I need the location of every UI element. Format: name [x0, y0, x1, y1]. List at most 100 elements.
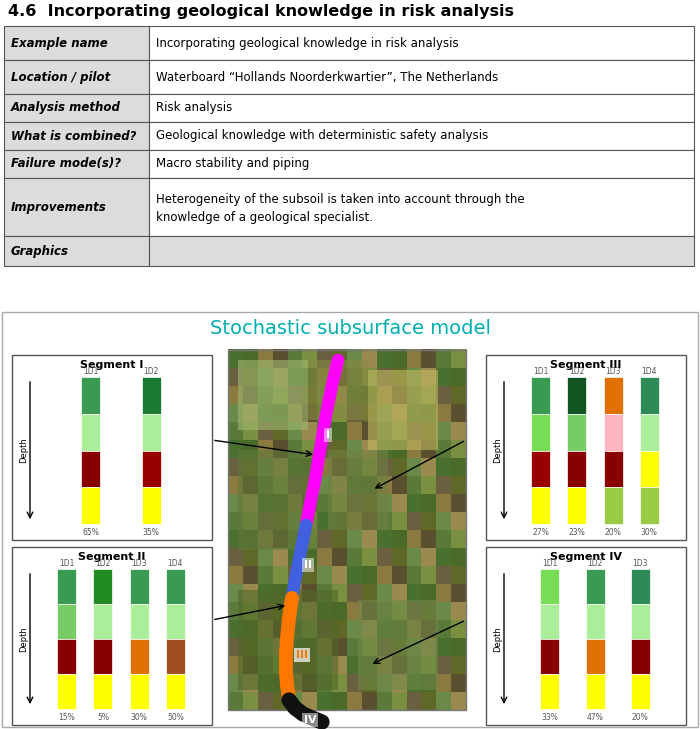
Bar: [130, 569, 148, 604]
Bar: [93, 569, 113, 604]
Text: Segment IV: Segment IV: [550, 552, 622, 562]
Bar: [631, 604, 650, 639]
Bar: [391, 547, 407, 566]
Bar: [421, 421, 438, 440]
Bar: [407, 655, 422, 674]
Bar: [57, 674, 76, 709]
Bar: [421, 619, 438, 638]
Bar: [603, 451, 622, 487]
Text: 1D3: 1D3: [132, 559, 147, 568]
Bar: [243, 583, 259, 602]
Bar: [421, 493, 438, 512]
Text: Stochastic subsurface model: Stochastic subsurface model: [209, 319, 491, 338]
Bar: [421, 691, 438, 710]
Text: 15%: 15%: [58, 713, 75, 722]
Bar: [362, 601, 378, 620]
Bar: [302, 691, 318, 710]
Bar: [347, 529, 363, 548]
Bar: [272, 493, 288, 512]
Bar: [347, 439, 363, 458]
Bar: [228, 475, 244, 494]
Bar: [317, 457, 333, 476]
Text: 20%: 20%: [632, 713, 649, 722]
Bar: [436, 565, 452, 584]
Bar: [93, 639, 113, 674]
Bar: [243, 619, 259, 638]
Bar: [302, 673, 318, 692]
Bar: [421, 385, 438, 404]
Bar: [421, 583, 438, 602]
Bar: [243, 565, 259, 584]
Bar: [130, 674, 148, 709]
Bar: [451, 457, 467, 476]
Bar: [228, 637, 244, 656]
Bar: [451, 583, 467, 602]
Text: Macro stability and piping: Macro stability and piping: [156, 157, 309, 171]
Bar: [332, 673, 348, 692]
Text: 23%: 23%: [568, 528, 585, 537]
Bar: [149, 122, 694, 150]
Bar: [308, 360, 368, 420]
Bar: [317, 421, 333, 440]
Bar: [332, 421, 348, 440]
Text: III: III: [296, 650, 308, 660]
Bar: [258, 457, 274, 476]
Bar: [362, 385, 378, 404]
Bar: [166, 639, 185, 674]
Bar: [166, 569, 185, 604]
Bar: [317, 475, 333, 494]
Bar: [243, 673, 259, 692]
Bar: [166, 674, 185, 709]
Bar: [258, 403, 274, 422]
Bar: [377, 547, 393, 566]
Bar: [243, 457, 259, 476]
Bar: [421, 475, 438, 494]
Bar: [603, 414, 622, 451]
Bar: [451, 529, 467, 548]
Bar: [272, 385, 288, 404]
Bar: [436, 403, 452, 422]
Bar: [377, 349, 393, 368]
Bar: [332, 601, 348, 620]
Bar: [149, 60, 694, 94]
Bar: [347, 673, 363, 692]
Bar: [451, 475, 467, 494]
Text: Segment I: Segment I: [80, 360, 144, 370]
Bar: [302, 385, 318, 404]
Bar: [4, 150, 149, 178]
Bar: [228, 350, 466, 710]
Bar: [377, 367, 393, 386]
Bar: [631, 639, 650, 674]
Bar: [451, 691, 467, 710]
Bar: [57, 604, 76, 639]
Bar: [585, 569, 605, 604]
Bar: [288, 493, 303, 512]
Bar: [391, 457, 407, 476]
Bar: [391, 403, 407, 422]
Bar: [288, 583, 303, 602]
Bar: [347, 421, 363, 440]
Bar: [332, 637, 348, 656]
Bar: [272, 529, 288, 548]
Text: 47%: 47%: [587, 713, 603, 722]
Bar: [272, 475, 288, 494]
Bar: [451, 403, 467, 422]
Bar: [451, 385, 467, 404]
Bar: [130, 604, 148, 639]
Bar: [347, 655, 363, 674]
Bar: [377, 529, 393, 548]
Bar: [436, 511, 452, 530]
Text: 1D2: 1D2: [569, 367, 584, 376]
Bar: [362, 439, 378, 458]
Text: Depth: Depth: [494, 626, 503, 652]
Bar: [407, 619, 422, 638]
Bar: [391, 493, 407, 512]
Bar: [436, 637, 452, 656]
Text: 1D3: 1D3: [606, 367, 621, 376]
Bar: [317, 619, 333, 638]
Bar: [302, 529, 318, 548]
Bar: [640, 414, 659, 451]
Text: Improvements: Improvements: [11, 200, 106, 214]
Bar: [228, 385, 244, 404]
Bar: [332, 547, 348, 566]
